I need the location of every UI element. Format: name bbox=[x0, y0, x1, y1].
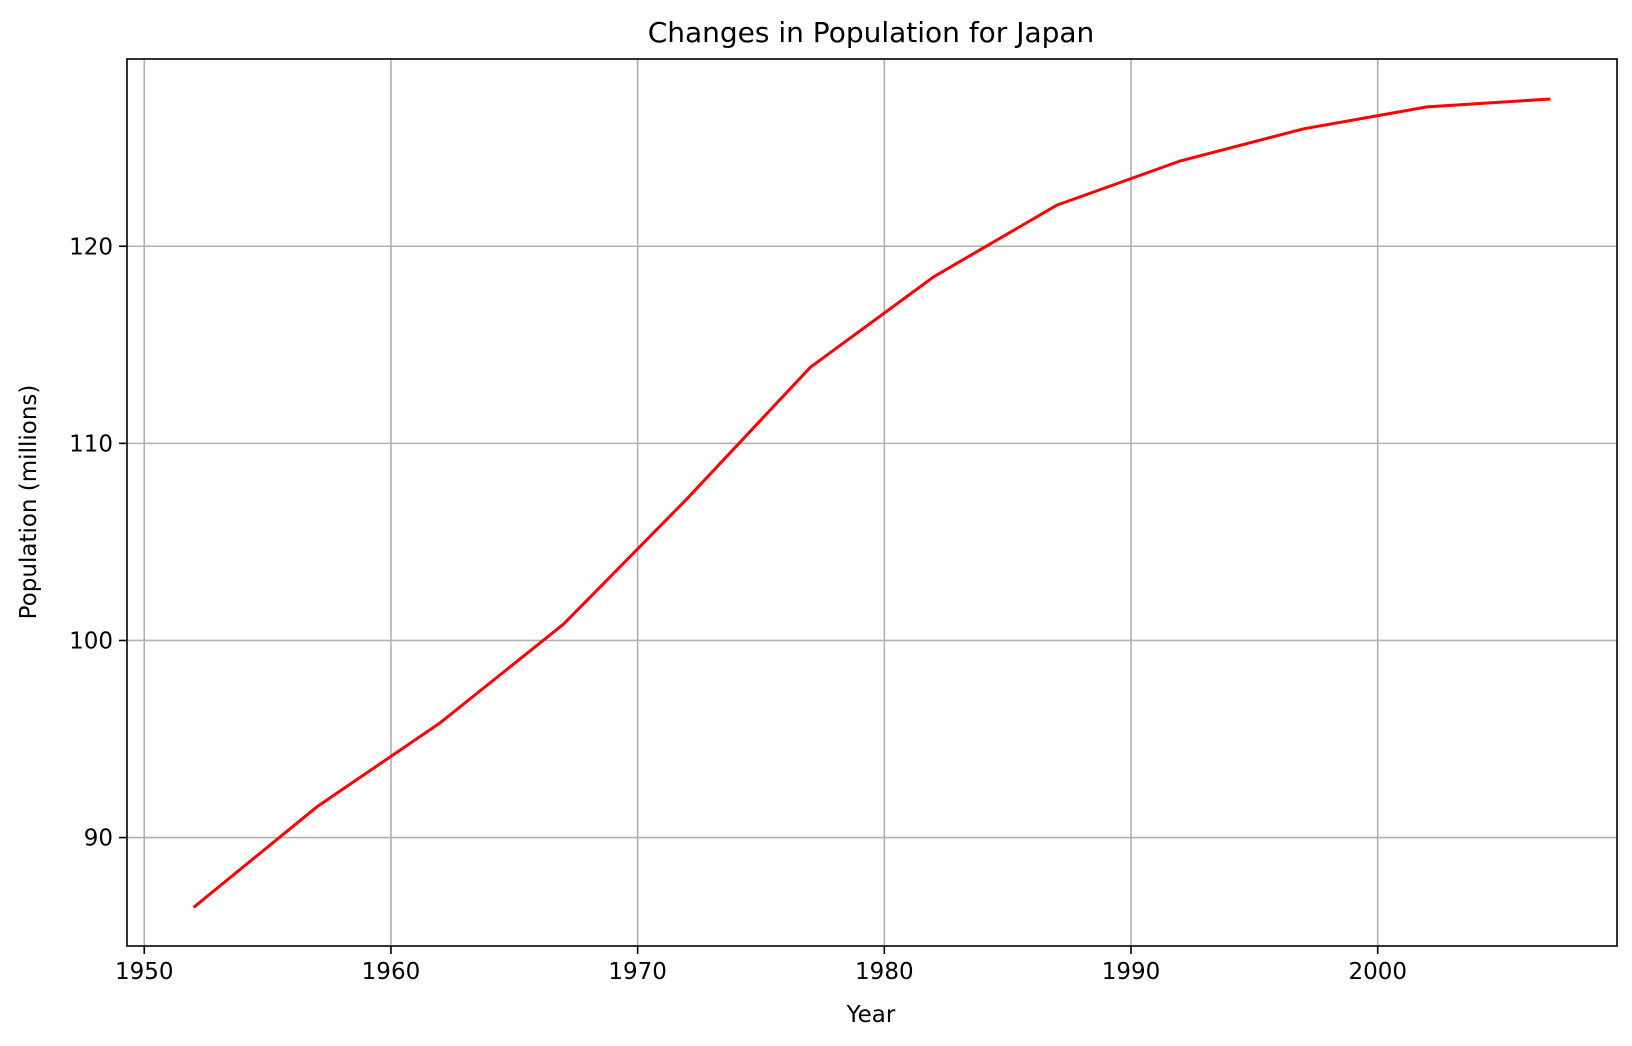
y-tick-label: 120 bbox=[69, 234, 113, 260]
x-tick-label: 1970 bbox=[608, 959, 667, 985]
x-axis-ticks: 1950 1960 1970 1980 1990 2000 bbox=[115, 946, 1407, 985]
y-tick-label: 110 bbox=[69, 431, 113, 457]
y-tick-label: 90 bbox=[84, 826, 113, 852]
chart-title: Changes in Population for Japan bbox=[648, 16, 1095, 49]
y-axis-label: Population (millions) bbox=[16, 385, 42, 620]
y-axis-ticks: 90 100 110 120 bbox=[69, 234, 127, 852]
x-tick-label: 1960 bbox=[362, 959, 421, 985]
x-tick-label: 1990 bbox=[1102, 959, 1161, 985]
series-line bbox=[192, 97, 1551, 909]
y-tick-label: 100 bbox=[69, 628, 113, 654]
x-tick-label: 1980 bbox=[855, 959, 914, 985]
grid-lines bbox=[127, 59, 1617, 946]
plot-frame bbox=[126, 58, 1618, 947]
x-tick-label: 1950 bbox=[115, 959, 174, 985]
x-axis-label: Year bbox=[846, 1002, 896, 1028]
x-tick-label: 2000 bbox=[1348, 959, 1407, 985]
